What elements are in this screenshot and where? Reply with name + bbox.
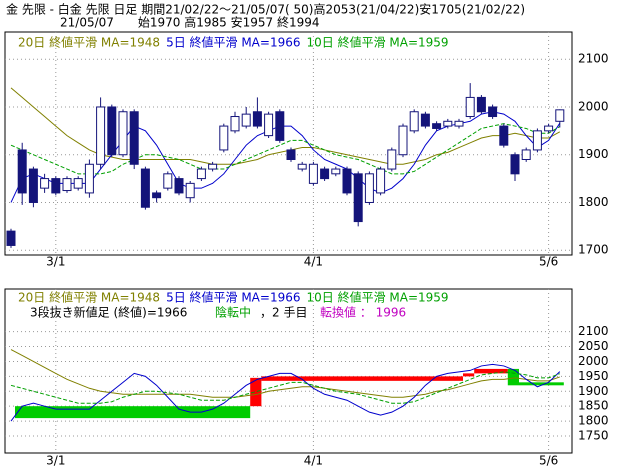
candle-body	[342, 168, 352, 194]
ma-line	[10, 349, 560, 398]
candle-body	[364, 173, 374, 203]
legend-entry: 10日 終値平滑 MA=1959	[306, 290, 448, 305]
status-step: ，2 手目	[260, 306, 307, 320]
candle-body	[84, 163, 94, 194]
candle-body	[185, 182, 195, 199]
chart-title: 金 先限 - 白金 先限 日足 期間21/02/22～21/05/07( 50)…	[6, 2, 525, 17]
candle-body	[28, 168, 38, 203]
break-brick	[15, 406, 251, 419]
y-tick-label: 1750	[578, 429, 609, 443]
candle-body	[353, 173, 363, 223]
legend-entry: 5日 終値平滑 MA=1966	[166, 35, 300, 50]
chart-subtitle: 21/05/07 始1970 高1985 安1957 終1994	[60, 15, 320, 30]
x-tick-label: 5/6	[539, 454, 558, 468]
x-tick-label: 4/1	[304, 454, 323, 468]
candle-body	[297, 163, 307, 170]
candle-body	[17, 149, 27, 194]
candle-body	[454, 120, 464, 127]
candle-body	[286, 149, 296, 160]
candle-body	[432, 123, 442, 129]
candle-body	[62, 178, 72, 192]
candle-body	[140, 168, 150, 208]
status-label: 3段抜き新値足 (終値)=1966	[30, 305, 187, 320]
candle-body	[532, 130, 542, 151]
break-brick	[463, 373, 475, 377]
candle-body	[129, 111, 139, 165]
candle-body	[163, 173, 173, 189]
candle-body	[230, 116, 240, 132]
candle-body	[555, 109, 565, 122]
legend-entry: 20日 終値平滑 MA=1948	[18, 290, 160, 305]
ma-line	[10, 371, 560, 404]
candle-body	[264, 113, 274, 137]
break-brick	[507, 368, 519, 386]
y-tick-label: 1900	[578, 384, 609, 398]
candle-body	[51, 178, 61, 194]
candle-body	[152, 192, 162, 199]
break-brick	[250, 377, 262, 407]
y-tick-label: 1800	[578, 195, 609, 209]
legend: 20日 終値平滑 MA=1948 5日 終値平滑 MA=1966 10日 終値平滑 …	[18, 35, 449, 50]
break-brick	[261, 376, 463, 381]
status-state: 陰転中	[215, 305, 251, 320]
legend-entry: 10日 終値平滑 MA=1959	[306, 35, 448, 50]
candle-body	[275, 111, 285, 141]
candle-body	[308, 163, 318, 184]
x-tick-label: 4/1	[304, 255, 323, 269]
ma-line	[10, 363, 561, 422]
candle-body	[465, 96, 475, 118]
y-tick-label: 1850	[578, 399, 609, 413]
candle-body	[387, 149, 397, 170]
candle-body	[96, 106, 106, 165]
candle-body	[252, 111, 262, 127]
candle-body	[331, 168, 341, 175]
upper-panel	[4, 31, 573, 256]
candle-body	[174, 178, 184, 194]
break-brick	[474, 368, 508, 374]
candle-body	[521, 149, 531, 160]
y-tick-label: 2000	[578, 99, 609, 113]
legend-entry: 5日 終値平滑 MA=1966	[166, 290, 300, 305]
candle-body	[376, 168, 386, 194]
y-tick-label: 1950	[578, 369, 609, 383]
candle-body	[510, 154, 520, 175]
ma-line	[10, 123, 561, 175]
candle-body	[420, 113, 430, 127]
candle-body	[208, 163, 218, 170]
candle-body	[196, 168, 206, 180]
x-tick-label: 3/1	[46, 454, 65, 468]
y-tick-label: 2100	[578, 52, 609, 66]
y-tick-label: 2100	[578, 324, 609, 338]
candle-body	[40, 178, 50, 189]
status-reversal: 転換値 ： 1996	[320, 305, 406, 320]
candle-body	[443, 120, 453, 127]
y-tick-label: 2050	[578, 339, 609, 353]
candle-body	[398, 125, 408, 156]
y-tick-label: 1800	[578, 414, 609, 428]
candle-body	[241, 113, 251, 127]
legend-entry: 20日 終値平滑 MA=1948	[18, 35, 160, 50]
break-brick	[519, 382, 564, 386]
y-tick-label: 1700	[578, 243, 609, 257]
candle-body	[544, 125, 554, 132]
candle-body	[118, 111, 128, 156]
legend: 20日 終値平滑 MA=1948 5日 終値平滑 MA=1966 10日 終値平滑 …	[18, 290, 449, 305]
candle-body	[219, 125, 229, 151]
x-tick-label: 5/6	[539, 255, 558, 269]
candle-body	[476, 96, 486, 113]
candle-body	[499, 125, 509, 146]
candle-body	[6, 230, 16, 246]
y-tick-label: 1900	[578, 147, 609, 161]
candle-body	[409, 111, 419, 132]
candle-body	[320, 168, 330, 180]
y-tick-label: 2000	[578, 354, 609, 368]
candle-body	[488, 106, 498, 118]
candle-body	[107, 106, 117, 156]
x-tick-label: 3/1	[46, 255, 65, 269]
ma-line	[10, 111, 561, 203]
candle-body	[73, 178, 83, 189]
